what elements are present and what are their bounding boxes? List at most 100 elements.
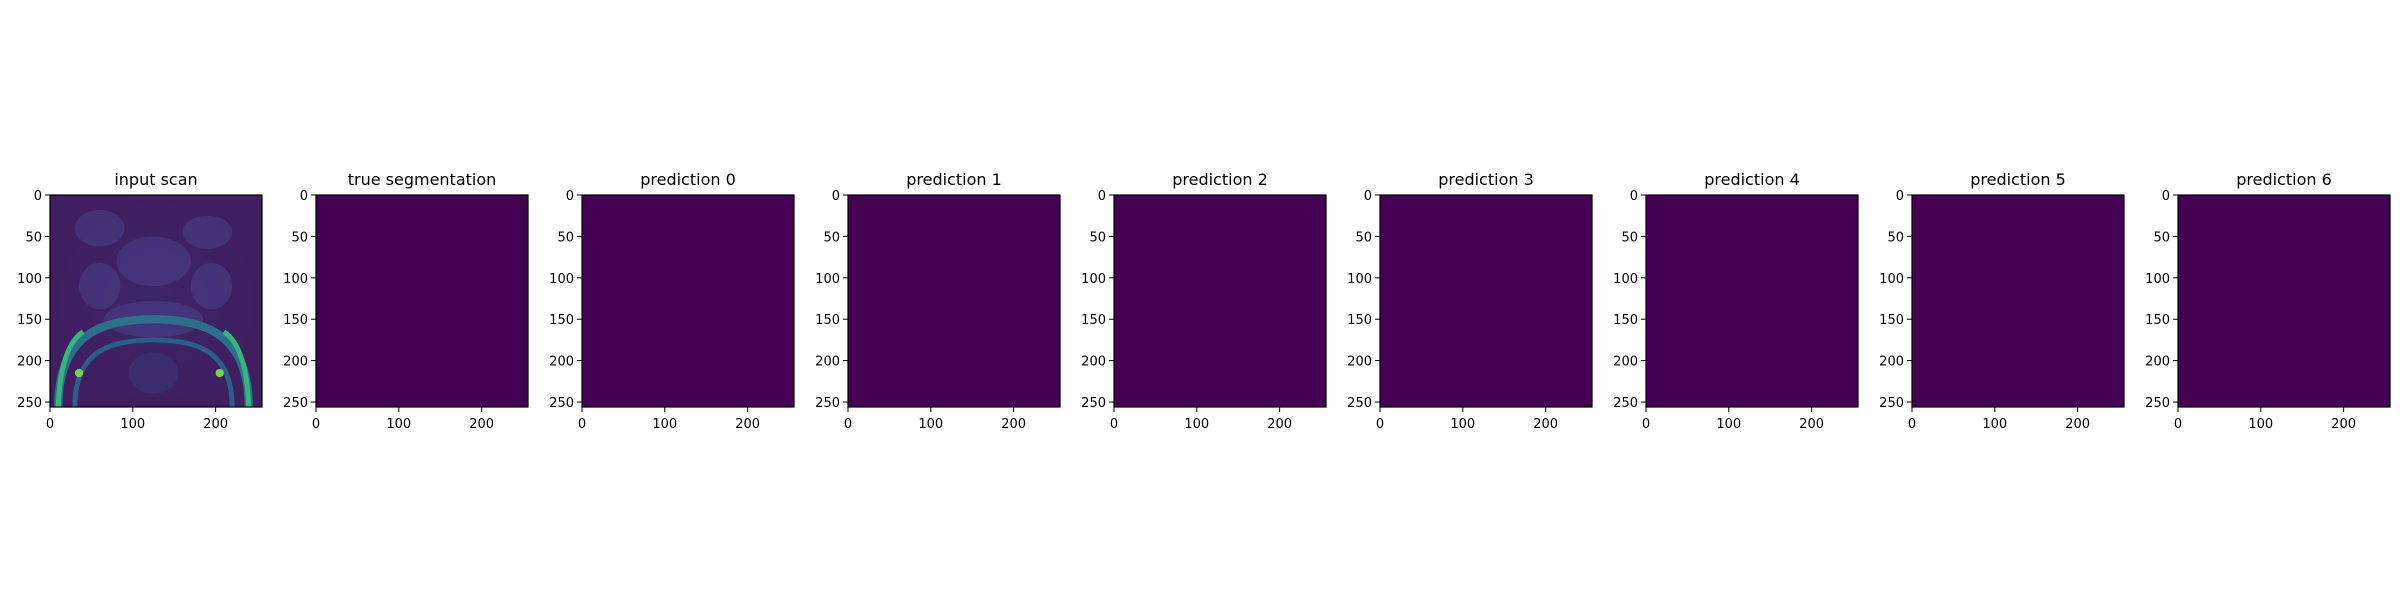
y-tick-label: 50 <box>2153 230 2170 245</box>
x-tick-label: 200 <box>2065 417 2090 432</box>
axes-frame <box>1645 194 1859 408</box>
x-tick-label: 200 <box>1799 417 1824 432</box>
subplot-title: input scan <box>114 170 197 189</box>
y-tick-label: 100 <box>1879 272 1904 287</box>
mri-scan-image <box>50 195 262 407</box>
axes-frame <box>581 194 795 408</box>
x-tick-label: 100 <box>918 417 943 432</box>
x-tick-label: 0 <box>312 417 320 432</box>
axes-frame <box>847 194 1061 408</box>
y-tick-label: 100 <box>17 272 42 287</box>
x-tick-label: 0 <box>1110 417 1118 432</box>
y-tick-label: 200 <box>1081 355 1106 370</box>
x-tick-label: 0 <box>1908 417 1916 432</box>
y-tick-label: 150 <box>17 313 42 328</box>
y-tick-label: 250 <box>815 396 840 411</box>
x-tick-label: 100 <box>120 417 145 432</box>
y-tick-label: 50 <box>1355 230 1372 245</box>
subplot-4: prediction 2 0 100 200 0 50 100 150 200 250 <box>1081 170 1327 432</box>
axes-frame <box>49 194 263 408</box>
y-tick-label: 50 <box>291 230 308 245</box>
x-tick-label: 200 <box>203 417 228 432</box>
y-tick-label: 250 <box>1347 396 1372 411</box>
subplot-0: input scan 0 100 200 0 50 100 150 200 250 <box>17 170 263 432</box>
subplot-title: prediction 2 <box>1172 170 1268 189</box>
y-tick-label: 200 <box>815 355 840 370</box>
y-tick-label: 200 <box>1347 355 1372 370</box>
y-tick-label: 100 <box>549 272 574 287</box>
y-tick-label: 100 <box>2145 272 2170 287</box>
x-tick-label: 100 <box>2248 417 2273 432</box>
y-tick-label: 100 <box>283 272 308 287</box>
subplot-title: prediction 4 <box>1704 170 1800 189</box>
x-tick-label: 200 <box>2331 417 2356 432</box>
y-tick-label: 250 <box>1879 396 1904 411</box>
x-tick-label: 100 <box>1184 417 1209 432</box>
x-tick-label: 100 <box>1450 417 1475 432</box>
y-tick-label: 50 <box>1089 230 1106 245</box>
x-tick-label: 200 <box>735 417 760 432</box>
axes-frame <box>315 194 529 408</box>
y-tick-label: 0 <box>566 189 574 204</box>
subplot-6: prediction 4 0 100 200 0 50 100 150 200 250 <box>1613 170 1859 432</box>
y-tick-label: 50 <box>1887 230 1904 245</box>
x-tick-label: 0 <box>1642 417 1650 432</box>
x-tick-label: 100 <box>1982 417 2007 432</box>
y-tick-label: 150 <box>1613 313 1638 328</box>
axes-frame <box>1379 194 1593 408</box>
x-tick-label: 100 <box>652 417 677 432</box>
x-tick-label: 200 <box>1001 417 1026 432</box>
subplot-title: true segmentation <box>348 170 497 189</box>
y-tick-label: 0 <box>1364 189 1372 204</box>
y-tick-label: 0 <box>832 189 840 204</box>
y-tick-label: 150 <box>1347 313 1372 328</box>
y-tick-label: 200 <box>17 355 42 370</box>
y-tick-label: 0 <box>1896 189 1904 204</box>
y-tick-label: 100 <box>1347 272 1372 287</box>
image-background <box>1114 195 1326 407</box>
y-tick-label: 250 <box>1613 396 1638 411</box>
y-tick-label: 200 <box>1879 355 1904 370</box>
y-tick-label: 0 <box>1098 189 1106 204</box>
image-background <box>848 195 1060 407</box>
y-tick-label: 200 <box>1613 355 1638 370</box>
axes-frame <box>1911 194 2125 408</box>
y-tick-label: 0 <box>300 189 308 204</box>
subplot-title: prediction 0 <box>640 170 736 189</box>
subplot-5: prediction 3 0 100 200 0 50 100 150 200 250 <box>1347 170 1593 432</box>
axes-frame <box>1113 194 1327 408</box>
y-tick-label: 100 <box>1613 272 1638 287</box>
x-tick-label: 0 <box>46 417 54 432</box>
y-tick-label: 200 <box>549 355 574 370</box>
y-tick-label: 150 <box>549 313 574 328</box>
axes-frame <box>2177 194 2391 408</box>
image-background <box>2178 195 2390 407</box>
image-background <box>316 195 528 407</box>
x-tick-label: 0 <box>2174 417 2182 432</box>
subplot-title: prediction 3 <box>1438 170 1534 189</box>
subplot-title: prediction 1 <box>906 170 1002 189</box>
y-tick-label: 150 <box>1081 313 1106 328</box>
y-tick-label: 250 <box>2145 396 2170 411</box>
y-tick-label: 250 <box>1081 396 1106 411</box>
y-tick-label: 250 <box>283 396 308 411</box>
x-tick-label: 200 <box>1267 417 1292 432</box>
y-tick-label: 150 <box>2145 313 2170 328</box>
subplot-8: prediction 6 0 100 200 0 50 100 150 200 250 <box>2145 170 2391 432</box>
x-tick-label: 200 <box>1533 417 1558 432</box>
subplot-title: prediction 6 <box>2236 170 2332 189</box>
subplot-3: prediction 1 0 100 200 0 50 100 150 200 250 <box>815 170 1061 432</box>
x-tick-label: 100 <box>1716 417 1741 432</box>
image-background <box>1646 195 1858 407</box>
image-background <box>1380 195 1592 407</box>
y-tick-label: 100 <box>1081 272 1106 287</box>
y-tick-label: 50 <box>823 230 840 245</box>
y-tick-label: 0 <box>34 189 42 204</box>
y-tick-label: 150 <box>815 313 840 328</box>
image-background <box>1912 195 2124 407</box>
y-tick-label: 250 <box>17 396 42 411</box>
x-tick-label: 100 <box>386 417 411 432</box>
y-tick-label: 50 <box>1621 230 1638 245</box>
subplot-title: prediction 5 <box>1970 170 2066 189</box>
